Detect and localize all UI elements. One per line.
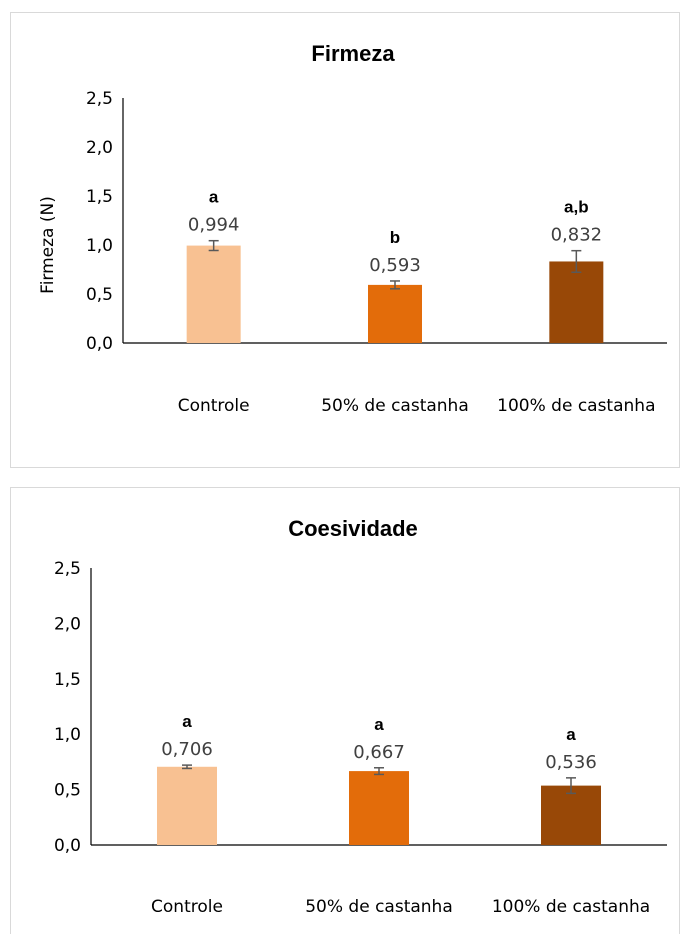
significance-letter: b (390, 228, 400, 247)
y-tick-label: 1,5 (54, 670, 81, 690)
data-label: 0,593 (369, 255, 421, 276)
y-tick-label: 2,5 (86, 89, 113, 109)
firmeza-chart: Firmeza Firmeza (N) 0,00,51,01,52,02,50,… (38, 41, 667, 416)
data-label: 0,994 (188, 215, 240, 236)
y-tick-label: 0,5 (86, 285, 113, 305)
plot-area: 0,0 0,5 1,0 1,5 2,0 2,5 0,706 a Controle 0,667 a 50… (54, 559, 667, 917)
y-tick-label: 0,0 (86, 334, 113, 354)
data-label: 0,832 (551, 225, 603, 246)
significance-letter: a (209, 188, 219, 207)
data-label: 0,536 (545, 752, 597, 773)
coesividade-chart: Coesividade 0,0 0,5 1,0 1,5 2,0 2,5 0,706 a Cont… (54, 516, 667, 917)
significance-letter: a (374, 715, 384, 734)
y-tick-label: 2,5 (54, 559, 81, 579)
chart-title: Coesividade (288, 516, 418, 541)
y-tick-label: 1,0 (86, 236, 113, 256)
x-tick-label: 50% de castanha (321, 396, 469, 416)
bar (349, 771, 409, 845)
y-axis-label: Firmeza (N) (38, 196, 58, 294)
x-tick-label: Controle (151, 897, 223, 917)
y-tick-label: 0,5 (54, 781, 81, 801)
bar (157, 766, 217, 845)
bar (549, 261, 604, 343)
y-tick-label: 2,0 (54, 614, 81, 634)
x-tick-label: 100% de castanha (497, 396, 655, 416)
chart-title: Firmeza (311, 41, 395, 66)
coesividade-chart-panel: Coesividade 0,0 0,5 1,0 1,5 2,0 2,5 0,706 a Cont… (10, 487, 680, 934)
y-tick-label: 1,5 (86, 187, 113, 207)
y-tick-label: 0,0 (54, 836, 81, 856)
x-tick-label: Controle (178, 396, 250, 416)
x-tick-label: 100% de castanha (492, 897, 650, 917)
y-tick-label: 2,0 (86, 138, 113, 158)
x-tick-label: 50% de castanha (305, 897, 453, 917)
firmeza-chart-panel: Firmeza Firmeza (N) 0,0 0,5 1,0 1,5 2,0 2,5 0,… (10, 12, 680, 468)
plot-area: 0,0 0,5 1,0 1,5 2,0 2,5 0,994 a Controle 0,593 b 50… (86, 89, 667, 416)
significance-letter: a (566, 725, 576, 744)
bar (186, 245, 241, 343)
significance-letter: a (182, 712, 192, 731)
data-label: 0,706 (161, 739, 213, 760)
bar (368, 284, 422, 343)
significance-letter: a,b (564, 198, 589, 217)
data-label: 0,667 (353, 742, 405, 763)
bar (541, 785, 601, 845)
y-tick-label: 1,0 (54, 725, 81, 745)
